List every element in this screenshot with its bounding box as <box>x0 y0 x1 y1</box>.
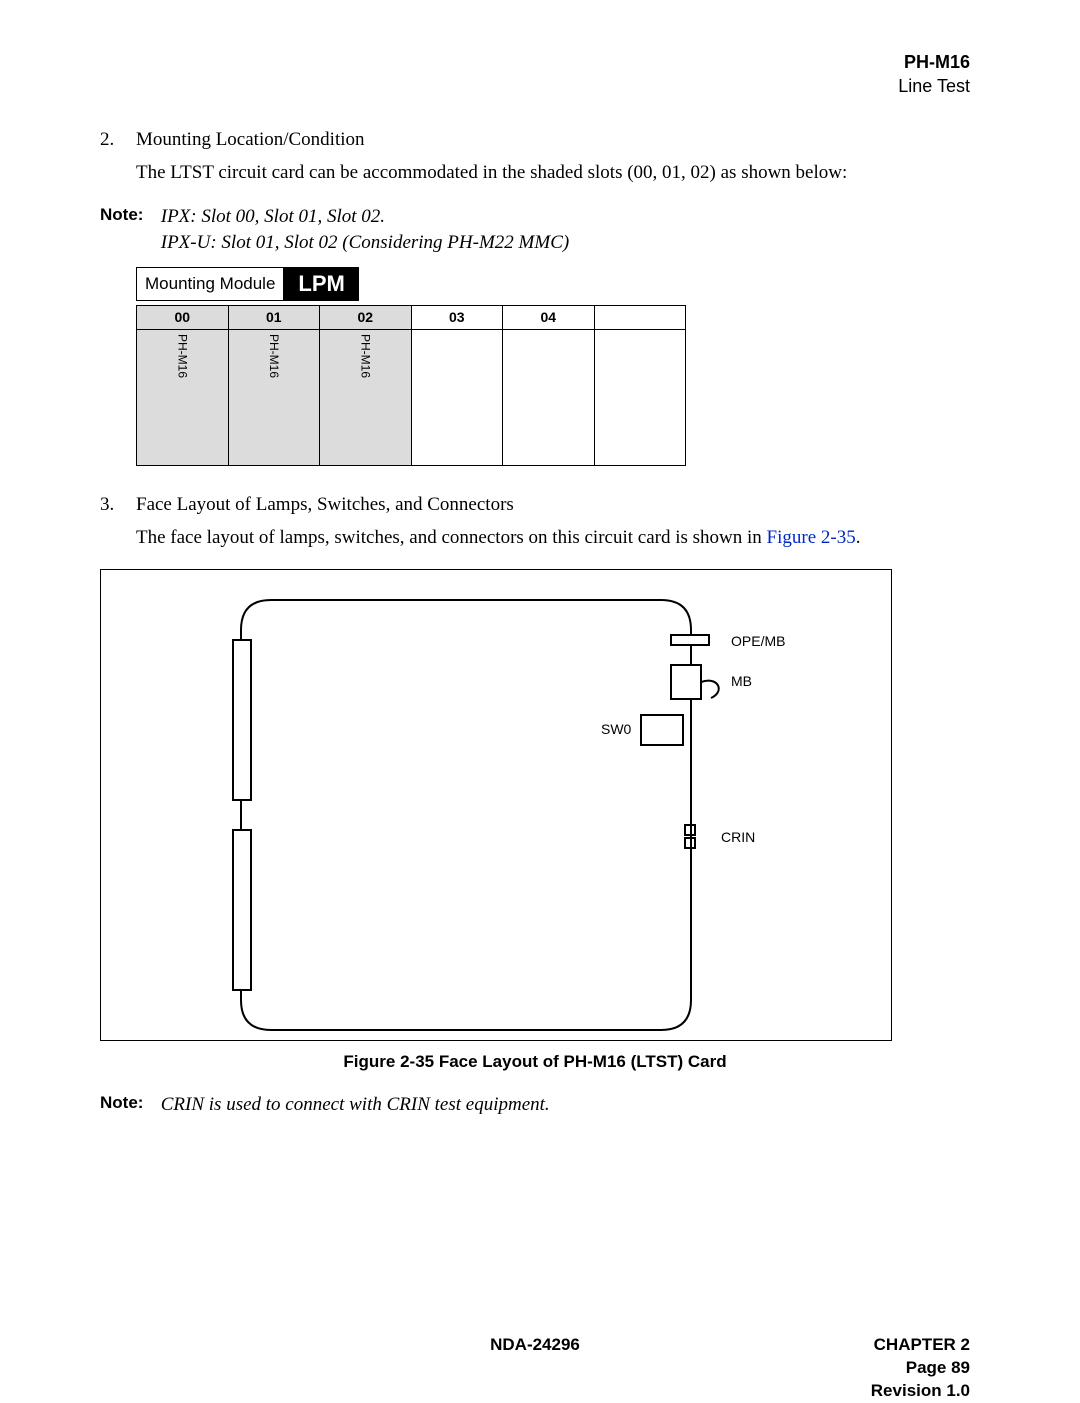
figure-2-35: OPE/MB MB SW0 CRIN <box>100 569 892 1041</box>
label-sw0: SW0 <box>601 720 631 739</box>
slot-table: 00 01 02 03 04 PH-M16 PH-M16 PH-M16 <box>136 305 686 466</box>
section-2-body: The LTST circuit card can be accommodate… <box>136 160 970 186</box>
figure-caption: Figure 2-35 Face Layout of PH-M16 (LTST)… <box>100 1051 970 1074</box>
note-2: Note: CRIN is used to connect with CRIN … <box>100 1092 970 1118</box>
label-crin: CRIN <box>721 828 755 847</box>
label-mb: MB <box>731 672 752 691</box>
figure-link[interactable]: Figure 2-35 <box>767 527 856 548</box>
slot-header: 02 <box>320 305 412 329</box>
slot-header: 00 <box>137 305 229 329</box>
slot-header: 03 <box>411 305 503 329</box>
slot-cell: PH-M16 <box>137 329 229 465</box>
slot-header: 01 <box>228 305 320 329</box>
section-3-heading: 3.Face Layout of Lamps, Switches, and Co… <box>100 492 970 518</box>
slot-cell <box>503 329 595 465</box>
slot-cell: PH-M16 <box>228 329 320 465</box>
section-2-heading: 2.Mounting Location/Condition <box>100 127 970 153</box>
header-title: PH-M16 <box>904 52 970 72</box>
page-footer: NDA-24296 CHAPTER 2 Page 89 Revision 1.0 <box>100 1334 970 1357</box>
page-header: PH-M16 Line Test <box>100 50 970 99</box>
slot-header: 04 <box>503 305 595 329</box>
footer-page: Page 89 <box>871 1357 970 1380</box>
header-subtitle: Line Test <box>898 76 970 96</box>
note-1: Note: IPX: Slot 00, Slot 01, Slot 02. IP… <box>100 204 970 255</box>
section-3-body: The face layout of lamps, switches, and … <box>136 525 970 551</box>
mounting-module-diagram: Mounting Module LPM 00 01 02 03 04 PH-M1… <box>136 267 970 466</box>
footer-rev: Revision 1.0 <box>871 1380 970 1403</box>
lpm-badge: LPM <box>284 267 358 301</box>
footer-docnum: NDA-24296 <box>100 1334 970 1357</box>
mounting-module-label: Mounting Module <box>136 267 284 301</box>
slot-cell <box>411 329 503 465</box>
label-ope-mb: OPE/MB <box>731 632 785 651</box>
footer-chapter: CHAPTER 2 <box>871 1334 970 1357</box>
slot-cell: PH-M16 <box>320 329 412 465</box>
